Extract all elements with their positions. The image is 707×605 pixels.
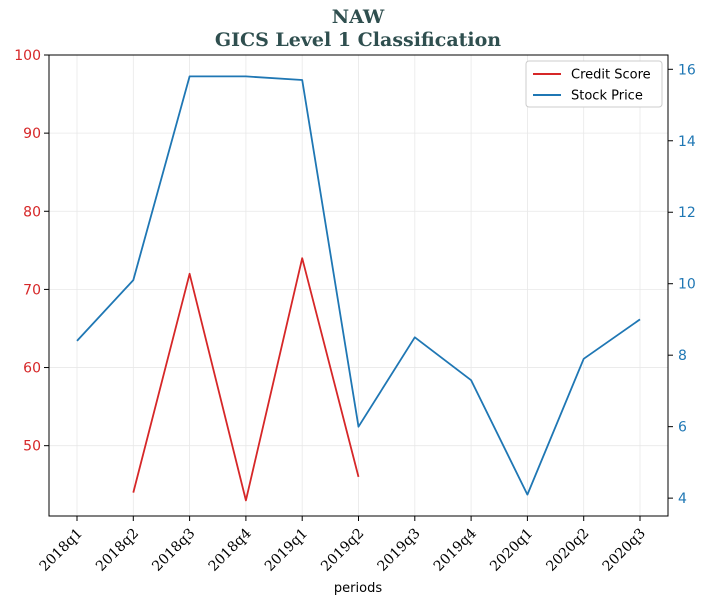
right-tick-label: 14 bbox=[678, 134, 696, 150]
legend-label-stock-price: Stock Price bbox=[571, 89, 643, 104]
right-tick-label: 12 bbox=[678, 205, 696, 221]
legend-label-credit-score: Credit Score bbox=[571, 68, 651, 83]
chart-title: NAW bbox=[332, 6, 385, 28]
left-tick-label: 90 bbox=[23, 126, 41, 142]
left-tick-label: 60 bbox=[23, 361, 41, 377]
right-axis: 4 6 8 10 12 14 16 bbox=[668, 62, 696, 507]
right-tick-label: 6 bbox=[678, 420, 687, 436]
x-tick-label: 2019q3 bbox=[374, 526, 423, 575]
left-tick-label: 100 bbox=[14, 48, 41, 64]
stock-price-line bbox=[76, 75, 641, 496]
x-tick-label: 2020q1 bbox=[487, 526, 536, 575]
x-tick-label: 2018q1 bbox=[37, 526, 86, 575]
right-tick-label: 4 bbox=[678, 491, 687, 507]
right-tick-label: 10 bbox=[678, 277, 696, 293]
x-tick-label: 2018q4 bbox=[206, 525, 255, 574]
legend: Credit Score Stock Price bbox=[525, 60, 663, 108]
x-tick-label: 2020q3 bbox=[600, 526, 649, 575]
x-axis: 2018q1 2018q2 2018q3 2018q4 2019q1 2019q2 2019… bbox=[37, 516, 649, 575]
chart-subtitle: GICS Level 1 Classification bbox=[215, 29, 501, 51]
left-axis: 50 60 70 80 90 100 bbox=[14, 48, 49, 455]
x-tick-label: 2018q2 bbox=[93, 526, 142, 575]
grid bbox=[49, 54, 668, 516]
plot-lines bbox=[76, 75, 641, 502]
right-tick-label: 16 bbox=[678, 62, 696, 78]
credit-score-line bbox=[132, 257, 360, 502]
x-tick-label: 2019q1 bbox=[262, 526, 311, 575]
right-tick-label: 8 bbox=[678, 348, 687, 364]
x-tick-label: 2020q2 bbox=[543, 526, 592, 575]
x-tick-label: 2019q4 bbox=[431, 525, 480, 574]
x-tick-label: 2018q3 bbox=[149, 526, 198, 575]
left-tick-label: 50 bbox=[23, 439, 41, 455]
x-tick-label: 2019q2 bbox=[318, 526, 367, 575]
left-tick-label: 70 bbox=[23, 282, 41, 298]
x-axis-label: periods bbox=[334, 581, 382, 596]
left-tick-label: 80 bbox=[23, 204, 41, 220]
